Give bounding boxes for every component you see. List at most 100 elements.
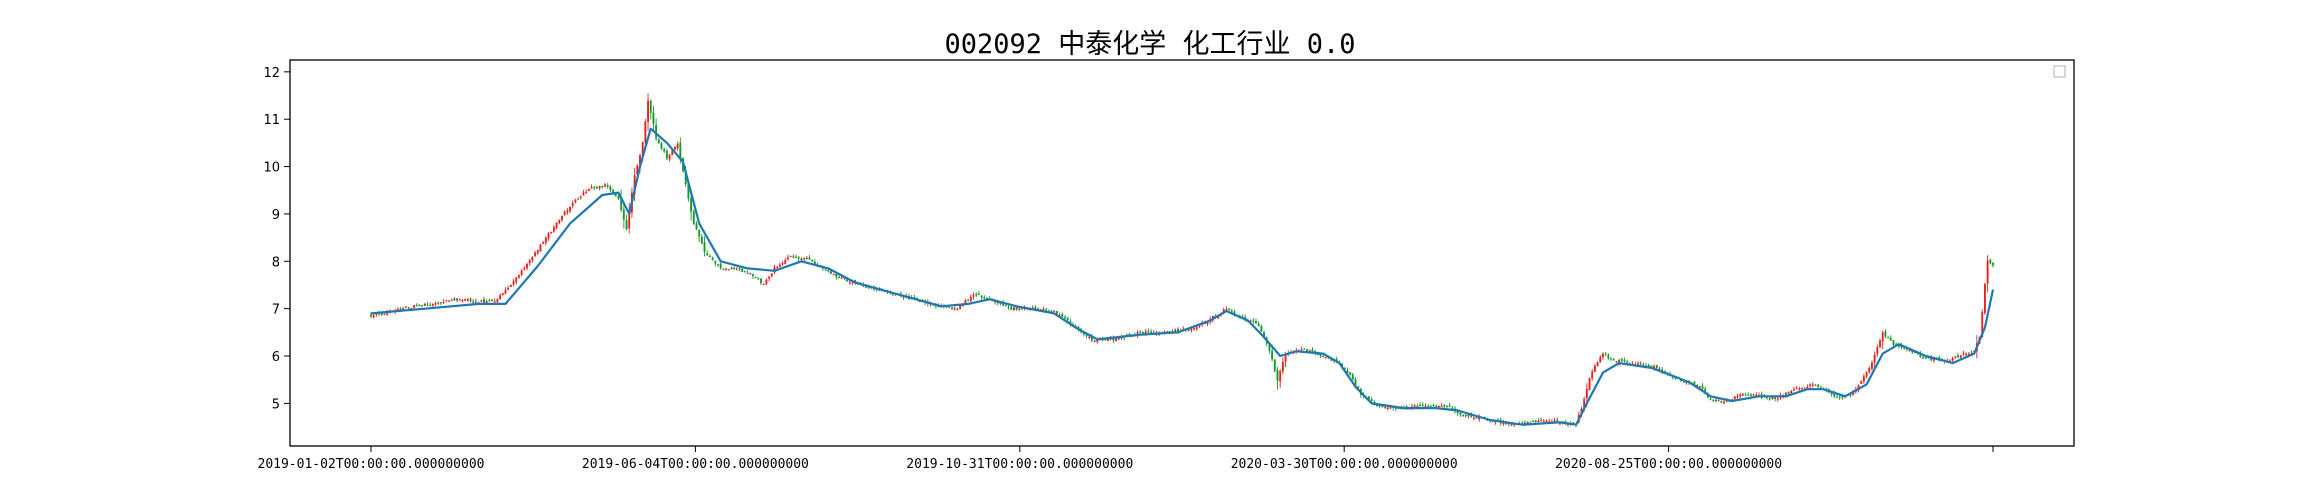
candle-body [1437, 406, 1440, 408]
candle-body [1478, 417, 1481, 420]
candle-body [380, 313, 383, 315]
candle-body [1884, 331, 1887, 337]
candle-body [491, 299, 493, 302]
candle-body [1957, 355, 1959, 358]
candle-body [1558, 423, 1561, 425]
y-tick-label: 6 [272, 350, 280, 365]
candle-body [956, 308, 959, 310]
candle-body [1704, 388, 1707, 394]
candle-body [1865, 372, 1868, 377]
candle-body [1222, 309, 1225, 313]
candle-body [711, 257, 714, 260]
candle-body [1868, 367, 1871, 373]
candle-body [1107, 338, 1109, 342]
candle-body [577, 198, 580, 200]
candle-body [1967, 353, 1970, 355]
candle-body [539, 244, 542, 252]
candle-body [687, 183, 690, 199]
candle-body [684, 170, 687, 185]
candle-body [644, 121, 647, 143]
candle-body [1776, 398, 1779, 400]
candle-body [1924, 357, 1927, 359]
candle-body [1981, 312, 1984, 338]
candle-body [969, 296, 972, 301]
candle-body [722, 268, 725, 271]
candle-body [1739, 394, 1742, 397]
candle-body [1042, 309, 1045, 311]
candle-body [1618, 359, 1621, 364]
candle-body [1012, 307, 1015, 311]
candle-body [698, 230, 701, 237]
y-axis: 5 6 7 8 9 10 11 12 [263, 66, 290, 412]
candle-body [1394, 407, 1397, 410]
candle-body [1736, 396, 1739, 398]
candle-body [421, 305, 424, 307]
candle-body [1712, 399, 1715, 401]
candle-body [383, 313, 386, 316]
candle-body [1451, 407, 1454, 409]
candle-body [1273, 359, 1276, 372]
candle-body [1007, 306, 1010, 308]
candle-body [746, 272, 749, 275]
candle-body [1545, 420, 1548, 423]
candle-body [649, 100, 652, 114]
candle-body [558, 219, 561, 224]
candle-body [1343, 367, 1346, 370]
candle-body [523, 268, 526, 270]
candle-body [1647, 365, 1650, 367]
candle-body [469, 299, 472, 302]
candle-body [542, 241, 545, 244]
candle-body [1747, 394, 1750, 396]
x-tick-label: 2020-08-25T00:00:00.000000000 [1555, 457, 1782, 472]
candle-body [569, 206, 571, 212]
candle-body [1018, 308, 1021, 310]
candle-body [1790, 390, 1793, 394]
legend-box [2053, 65, 2066, 78]
candle-body [472, 301, 475, 303]
candle-body [1271, 350, 1274, 360]
candle-body [1817, 384, 1820, 387]
candle-body [1733, 396, 1736, 399]
candle-body [738, 267, 741, 270]
candle-body [1720, 401, 1723, 403]
candle-body [1876, 347, 1879, 354]
candle-body [848, 282, 851, 284]
candle-body [1311, 349, 1314, 352]
candle-body [1989, 259, 1992, 264]
candle-body [1838, 396, 1841, 398]
candle-body [461, 299, 464, 302]
candle-body [1316, 353, 1319, 356]
candle-body [1588, 378, 1591, 390]
candle-body [474, 301, 477, 303]
candle-body [1117, 338, 1120, 340]
candle-body [948, 306, 951, 309]
candle-body [1193, 328, 1196, 330]
candle-body [789, 255, 792, 258]
candle-body [464, 299, 467, 301]
candle-body [1174, 329, 1177, 333]
candle-body [1593, 365, 1596, 372]
candle-body [1386, 407, 1389, 410]
candle-body [593, 187, 596, 189]
candle-body [1058, 314, 1061, 317]
candle-body [1419, 404, 1421, 407]
candle-body [1276, 369, 1279, 381]
candle-body [953, 307, 956, 310]
candle-body [808, 257, 811, 260]
candle-body [1591, 371, 1594, 379]
candle-body [1836, 396, 1838, 398]
candle-body [1766, 396, 1768, 399]
candle-body [614, 192, 617, 197]
candle-body [1090, 336, 1093, 341]
candle-body [488, 299, 491, 302]
candle-body [1263, 332, 1265, 338]
y-tick-label: 9 [272, 208, 280, 223]
candle-body [1801, 387, 1803, 389]
candle-body [370, 314, 372, 317]
candle-body [1475, 417, 1478, 419]
candle-body [977, 293, 980, 295]
candle-body [1612, 358, 1615, 361]
candle-body [1949, 360, 1951, 362]
candle-body [1228, 308, 1231, 310]
